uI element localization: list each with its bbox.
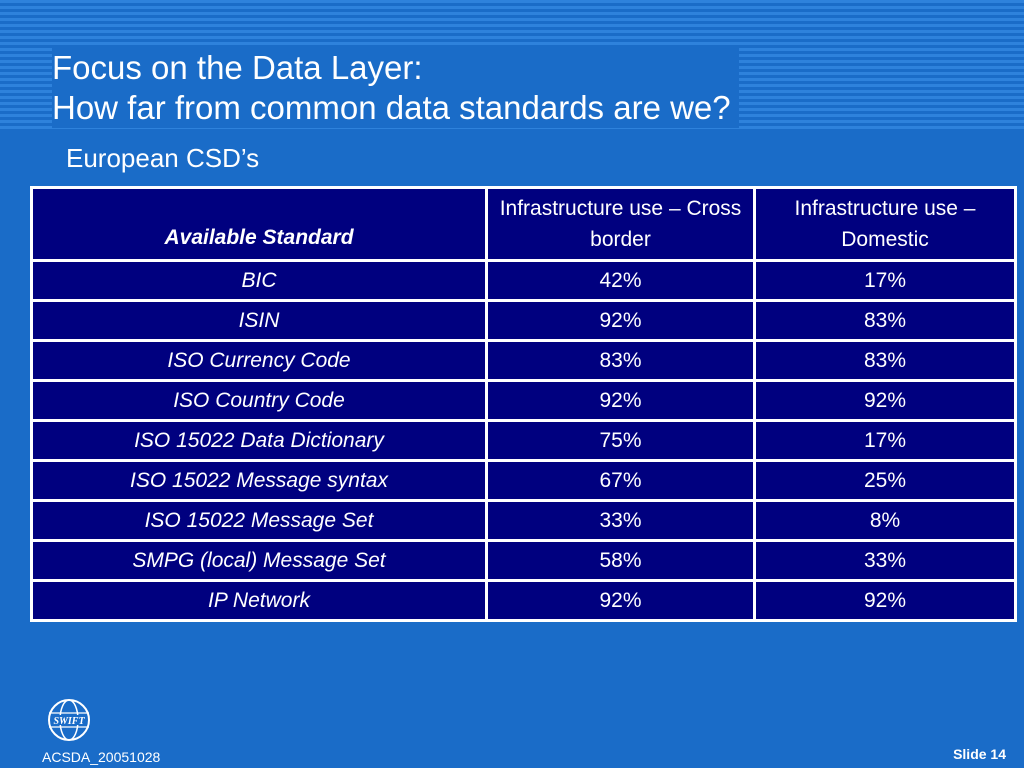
slide-number: Slide 14: [953, 746, 1006, 762]
standards-table: Available Standard Infrastructure use – …: [30, 186, 1017, 622]
domestic-cell: 17%: [753, 259, 1017, 302]
table-row: ISO 15022 Message syntax 67% 25%: [30, 459, 1017, 502]
table-row: ISO Currency Code 83% 83%: [30, 339, 1017, 382]
table-row: ISO 15022 Message Set 33% 8%: [30, 499, 1017, 542]
table-row: ISO Country Code 92% 92%: [30, 379, 1017, 422]
logo-lettering: SWIFT: [53, 716, 85, 727]
table-row: ISO 15022 Data Dictionary 75% 17%: [30, 419, 1017, 462]
cross-border-cell: 83%: [485, 339, 756, 382]
table-row: BIC 42% 17%: [30, 259, 1017, 302]
cross-border-cell: 33%: [485, 499, 756, 542]
header-cross-border: Infrastructure use – Cross border: [485, 186, 756, 262]
cross-border-cell: 92%: [485, 299, 756, 342]
domestic-cell: 25%: [753, 459, 1017, 502]
standard-cell: ISO 15022 Message Set: [30, 499, 488, 542]
standard-cell: ISO 15022 Message syntax: [30, 459, 488, 502]
standard-cell: ISO Currency Code: [30, 339, 488, 382]
table-row: SMPG (local) Message Set 58% 33%: [30, 539, 1017, 582]
standard-cell: BIC: [30, 259, 488, 302]
domestic-cell: 33%: [753, 539, 1017, 582]
domestic-cell: 83%: [753, 339, 1017, 382]
domestic-cell: 8%: [753, 499, 1017, 542]
table-row: IP Network 92% 92%: [30, 579, 1017, 622]
cross-border-cell: 75%: [485, 419, 756, 462]
table-header-row: Available Standard Infrastructure use – …: [30, 186, 1017, 262]
cross-border-cell: 42%: [485, 259, 756, 302]
domestic-cell: 83%: [753, 299, 1017, 342]
standard-cell: ISIN: [30, 299, 488, 342]
swift-globe-logo: SWIFT: [48, 699, 90, 741]
domestic-cell: 92%: [753, 379, 1017, 422]
cross-border-cell: 58%: [485, 539, 756, 582]
standard-cell: SMPG (local) Message Set: [30, 539, 488, 582]
cross-border-cell: 92%: [485, 579, 756, 622]
domestic-cell: 92%: [753, 579, 1017, 622]
footer-document-id: ACSDA_20051028: [42, 749, 161, 765]
header-available-standard: Available Standard: [30, 186, 488, 262]
table-row: ISIN 92% 83%: [30, 299, 1017, 342]
standard-cell: IP Network: [30, 579, 488, 622]
cross-border-cell: 92%: [485, 379, 756, 422]
title-line-1: Focus on the Data Layer:: [52, 49, 423, 86]
cross-border-cell: 67%: [485, 459, 756, 502]
standard-cell: ISO Country Code: [30, 379, 488, 422]
standard-cell: ISO 15022 Data Dictionary: [30, 419, 488, 462]
domestic-cell: 17%: [753, 419, 1017, 462]
slide-subtitle: European CSD’s: [66, 143, 260, 173]
header-domestic: Infrastructure use – Domestic: [753, 186, 1017, 262]
slide-title: Focus on the Data Layer: How far from co…: [52, 48, 739, 128]
title-line-2: How far from common data standards are w…: [52, 89, 731, 126]
